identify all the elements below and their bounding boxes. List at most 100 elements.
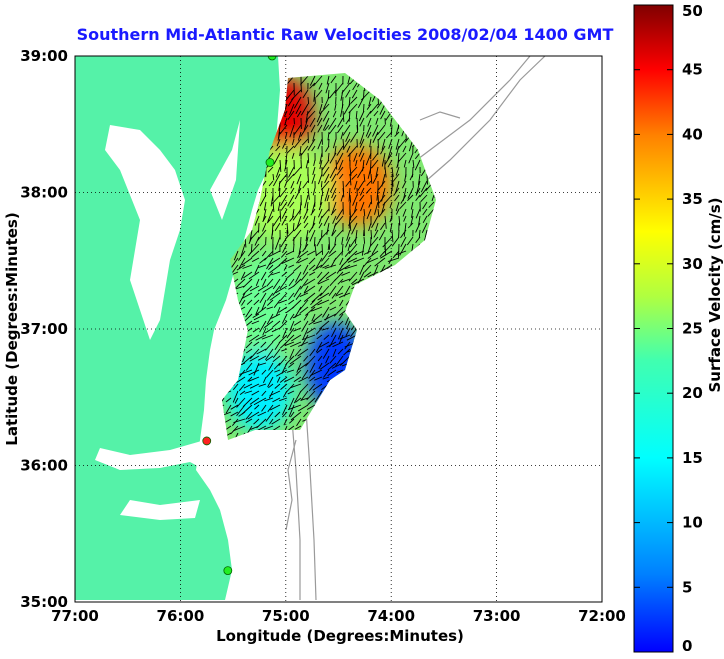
- velocity-vector: [259, 320, 267, 333]
- velocity-vector: [335, 208, 344, 220]
- velocity-vector: [406, 236, 414, 246]
- velocity-vector: [299, 299, 309, 311]
- velocity-vector: [273, 362, 281, 370]
- plot-frame: [74, 55, 603, 603]
- velocity-vector: [254, 292, 260, 298]
- velocity-vector: [302, 180, 309, 189]
- velocity-vector: [347, 75, 351, 85]
- velocity-vector: [308, 341, 316, 345]
- velocity-vector: [302, 89, 309, 99]
- velocity-vector: [259, 257, 267, 264]
- velocity-vector: [256, 425, 267, 432]
- colorbar-tick-label: 30: [682, 255, 703, 273]
- velocity-vector: [321, 243, 324, 255]
- velocity-vector: [272, 173, 275, 181]
- velocity-vector: [292, 208, 295, 219]
- velocity-vector: [309, 348, 316, 357]
- velocity-vector: [347, 145, 358, 157]
- velocity-vector: [330, 257, 337, 268]
- velocity-vector: [269, 264, 281, 274]
- colorbar-tick-label: 0: [682, 637, 692, 655]
- velocity-vector: [379, 103, 386, 115]
- velocity-vector: [263, 201, 267, 211]
- velocity-vector: [262, 222, 267, 232]
- velocity-vector: [242, 355, 246, 363]
- velocity-vector: [341, 243, 344, 256]
- velocity-vector: [376, 124, 386, 136]
- velocity-vector: [351, 222, 358, 235]
- velocity-vector: [345, 117, 351, 125]
- velocity-vector: [326, 341, 337, 348]
- velocity-vector: [324, 187, 330, 202]
- velocity-vector: [286, 369, 295, 373]
- velocity-vector: [337, 348, 344, 355]
- velocity-vector: [254, 215, 260, 226]
- velocity-vector: [371, 243, 379, 255]
- velocity-vector: [268, 257, 281, 266]
- velocity-vector: [349, 236, 358, 248]
- velocity-vector: [253, 313, 267, 321]
- velocity-vector: [303, 117, 309, 131]
- velocity-vector: [234, 397, 239, 404]
- velocity-vector: [319, 152, 323, 165]
- velocity-vector: [327, 369, 337, 377]
- x-axis-label: Longitude (Degrees:Minutes): [216, 627, 464, 645]
- velocity-vector: [351, 173, 358, 180]
- velocity-vector: [346, 229, 351, 241]
- velocity-vector: [251, 250, 260, 259]
- velocity-vector: [319, 341, 330, 348]
- velocity-vector: [329, 278, 337, 287]
- chart-title: Southern Mid-Atlantic Raw Velocities 200…: [77, 25, 614, 44]
- velocity-vector: [290, 383, 302, 389]
- velocity-vector: [302, 327, 309, 340]
- velocity-vector: [249, 383, 260, 389]
- velocity-vector: [279, 376, 288, 383]
- velocity-vector: [251, 390, 260, 396]
- velocity-vector: [246, 299, 253, 305]
- velocity-vector: [258, 264, 267, 269]
- velocity-vector: [309, 82, 316, 89]
- velocity-vector: [345, 327, 351, 337]
- velocity-vector: [332, 341, 344, 348]
- velocity-vector: [365, 152, 372, 166]
- velocity-vector: [281, 348, 288, 352]
- velocity-vector: [349, 194, 352, 203]
- velocity-vector: [366, 103, 372, 110]
- velocity-vector: [390, 124, 393, 136]
- velocity-vector: [389, 117, 393, 127]
- velocity-vector: [289, 215, 295, 222]
- velocity-vector: [286, 327, 295, 339]
- velocity-vector: [323, 313, 337, 321]
- velocity-vector: [286, 145, 295, 154]
- grid-lines: [75, 56, 602, 602]
- velocity-vector: [281, 257, 295, 264]
- velocity-vector: [322, 264, 330, 269]
- velocity-vector: [225, 397, 232, 403]
- velocity-vector: [358, 110, 365, 122]
- velocity-vector: [333, 306, 344, 317]
- velocity-vector: [247, 376, 253, 382]
- velocity-vector: [427, 208, 435, 217]
- velocity-vector: [368, 201, 372, 208]
- velocity-vector: [314, 390, 323, 403]
- velocity-vector: [258, 383, 267, 387]
- velocity-vector: [317, 292, 330, 301]
- velocity-vector: [285, 152, 288, 165]
- velocity-vector: [301, 320, 309, 332]
- velocity-vector: [264, 250, 274, 261]
- velocity-vector: [233, 425, 246, 432]
- velocity-vector: [401, 180, 407, 189]
- velocity-vector: [276, 138, 281, 147]
- velocity-vector: [370, 194, 373, 205]
- velocity-vector: [309, 229, 316, 242]
- velocity-vector: [274, 411, 281, 418]
- velocity-vector: [283, 264, 288, 271]
- velocity-vector: [270, 229, 274, 240]
- velocity-vector: [261, 334, 274, 340]
- velocity-vector: [423, 229, 428, 242]
- velocity-vector: [415, 208, 421, 219]
- velocity-vector: [272, 215, 281, 227]
- velocity-vector: [311, 173, 316, 184]
- velocity-vector: [255, 334, 267, 341]
- velocity-vector: [241, 257, 253, 266]
